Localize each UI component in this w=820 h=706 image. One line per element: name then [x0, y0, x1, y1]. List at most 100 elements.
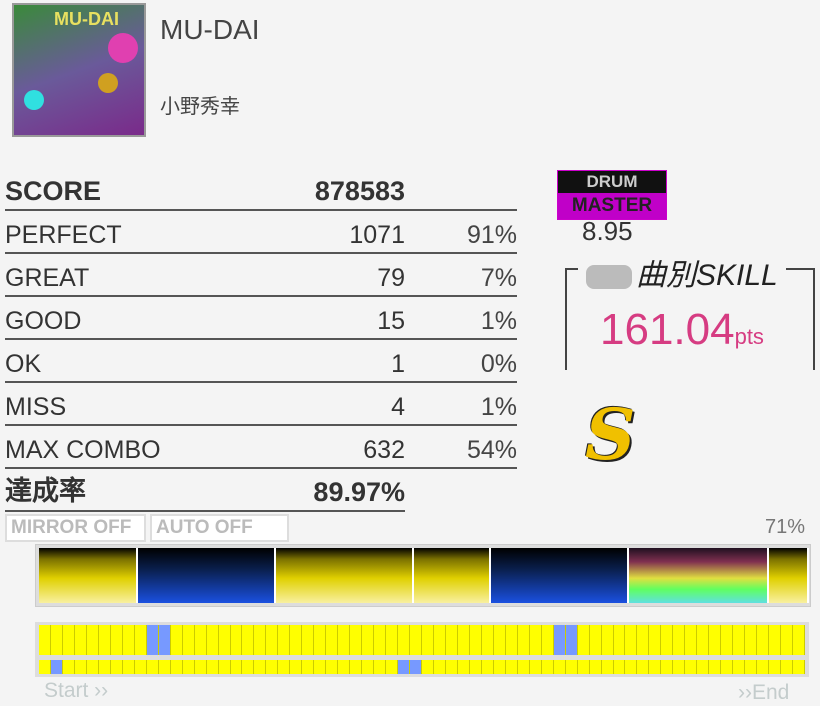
- cell-yellow: [673, 625, 686, 655]
- cell-yellow: [74, 625, 87, 655]
- cell-yellow: [230, 625, 243, 655]
- song-title: MU-DAI: [160, 14, 260, 45]
- instrument-label: DRUM: [558, 171, 666, 193]
- cell-yellow: [457, 625, 470, 655]
- cell-yellow: [39, 660, 51, 674]
- skill-number: 161.04: [600, 305, 735, 354]
- result-label: GOOD: [5, 296, 235, 340]
- cell-yellow: [410, 625, 422, 655]
- cell-yellow: [158, 660, 171, 674]
- cell-blue: [50, 660, 63, 674]
- cell-yellow: [422, 625, 434, 655]
- cell-yellow: [206, 660, 219, 674]
- result-label: PERFECT: [5, 210, 235, 254]
- cell-yellow: [242, 625, 255, 655]
- result-label: SCORE: [5, 168, 235, 211]
- cell-yellow: [206, 625, 219, 655]
- cell-yellow: [230, 660, 243, 674]
- result-pct: 1%: [405, 296, 517, 340]
- result-pct: 54%: [405, 425, 517, 469]
- cell-yellow: [745, 660, 758, 674]
- cell-yellow: [733, 660, 746, 674]
- cell-yellow: [517, 625, 530, 655]
- cell-yellow: [601, 660, 614, 674]
- cell-yellow: [529, 660, 542, 674]
- jacket-sign: [98, 73, 118, 93]
- skill-label: 曲別SKILL: [578, 250, 786, 294]
- cell-yellow: [194, 660, 207, 674]
- cell-yellow: [386, 625, 399, 655]
- cell-yellow: [194, 625, 207, 655]
- start-label: Start ››: [44, 679, 109, 702]
- cell-yellow: [302, 660, 315, 674]
- cell-yellow: [649, 625, 662, 655]
- result-row: OK 1 0%: [5, 339, 517, 383]
- cell-yellow: [721, 625, 734, 655]
- cell-yellow: [242, 660, 255, 674]
- result-row: PERFECT 1071 91%: [5, 210, 517, 254]
- cell-yellow: [733, 625, 746, 655]
- cell-yellow: [661, 625, 674, 655]
- gauge-segment-rainbow: [628, 548, 769, 603]
- cell-yellow: [613, 660, 626, 674]
- cell-yellow: [98, 625, 111, 655]
- cell-yellow: [74, 660, 87, 674]
- result-value: 89.97%: [235, 468, 405, 512]
- cell-blue: [146, 625, 159, 655]
- mirror-option: MIRROR OFF: [5, 514, 146, 542]
- cell-yellow: [326, 660, 339, 674]
- cell-yellow: [374, 660, 387, 674]
- cell-yellow: [589, 625, 602, 655]
- cell-yellow: [39, 625, 51, 655]
- cell-row-2: [35, 657, 809, 677]
- cell-yellow: [278, 660, 291, 674]
- cell-yellow: [517, 660, 530, 674]
- cell-yellow: [170, 625, 183, 655]
- cell-yellow: [625, 625, 638, 655]
- cell-yellow: [338, 625, 351, 655]
- cell-yellow: [386, 660, 399, 674]
- cell-yellow: [86, 660, 99, 674]
- result-label: GREAT: [5, 253, 235, 297]
- cell-yellow: [529, 625, 542, 655]
- cell-yellow: [182, 660, 195, 674]
- cell-yellow: [362, 660, 375, 674]
- cell-yellow: [62, 660, 75, 674]
- album-jacket: MU-DAI: [12, 3, 146, 137]
- cell-yellow: [745, 625, 758, 655]
- cell-yellow: [326, 625, 339, 655]
- cell-yellow: [110, 625, 123, 655]
- gauge-graph: [35, 544, 811, 607]
- cell-yellow: [625, 660, 638, 674]
- cell-yellow: [493, 625, 506, 655]
- cell-yellow: [637, 625, 650, 655]
- cell-yellow: [218, 625, 231, 655]
- cell-yellow: [649, 660, 662, 674]
- cell-yellow: [290, 660, 303, 674]
- cell-yellow: [62, 625, 75, 655]
- cell-yellow: [553, 660, 566, 674]
- skill-unit: pts: [734, 324, 764, 349]
- cell-yellow: [673, 660, 686, 674]
- cell-yellow: [613, 625, 626, 655]
- skill-logo-icon: [586, 265, 632, 290]
- cell-yellow: [254, 625, 267, 655]
- difficulty-level: 8.95: [582, 216, 633, 246]
- cell-yellow: [278, 625, 291, 655]
- cell-yellow: [793, 625, 805, 655]
- skill-value: 161.04pts: [600, 305, 764, 355]
- cell-yellow: [457, 660, 470, 674]
- cell-yellow: [433, 660, 446, 674]
- result-pct: [405, 168, 517, 211]
- result-pct: 0%: [405, 339, 517, 383]
- auto-option: AUTO OFF: [150, 514, 289, 542]
- rank-s-icon: S: [585, 393, 636, 476]
- cell-yellow: [781, 625, 794, 655]
- result-value: 15: [235, 296, 405, 340]
- result-label: 達成率: [5, 468, 235, 512]
- cell-yellow: [565, 660, 578, 674]
- cell-yellow: [290, 625, 303, 655]
- cell-yellow: [302, 625, 315, 655]
- cell-yellow: [769, 625, 782, 655]
- cell-yellow: [541, 660, 554, 674]
